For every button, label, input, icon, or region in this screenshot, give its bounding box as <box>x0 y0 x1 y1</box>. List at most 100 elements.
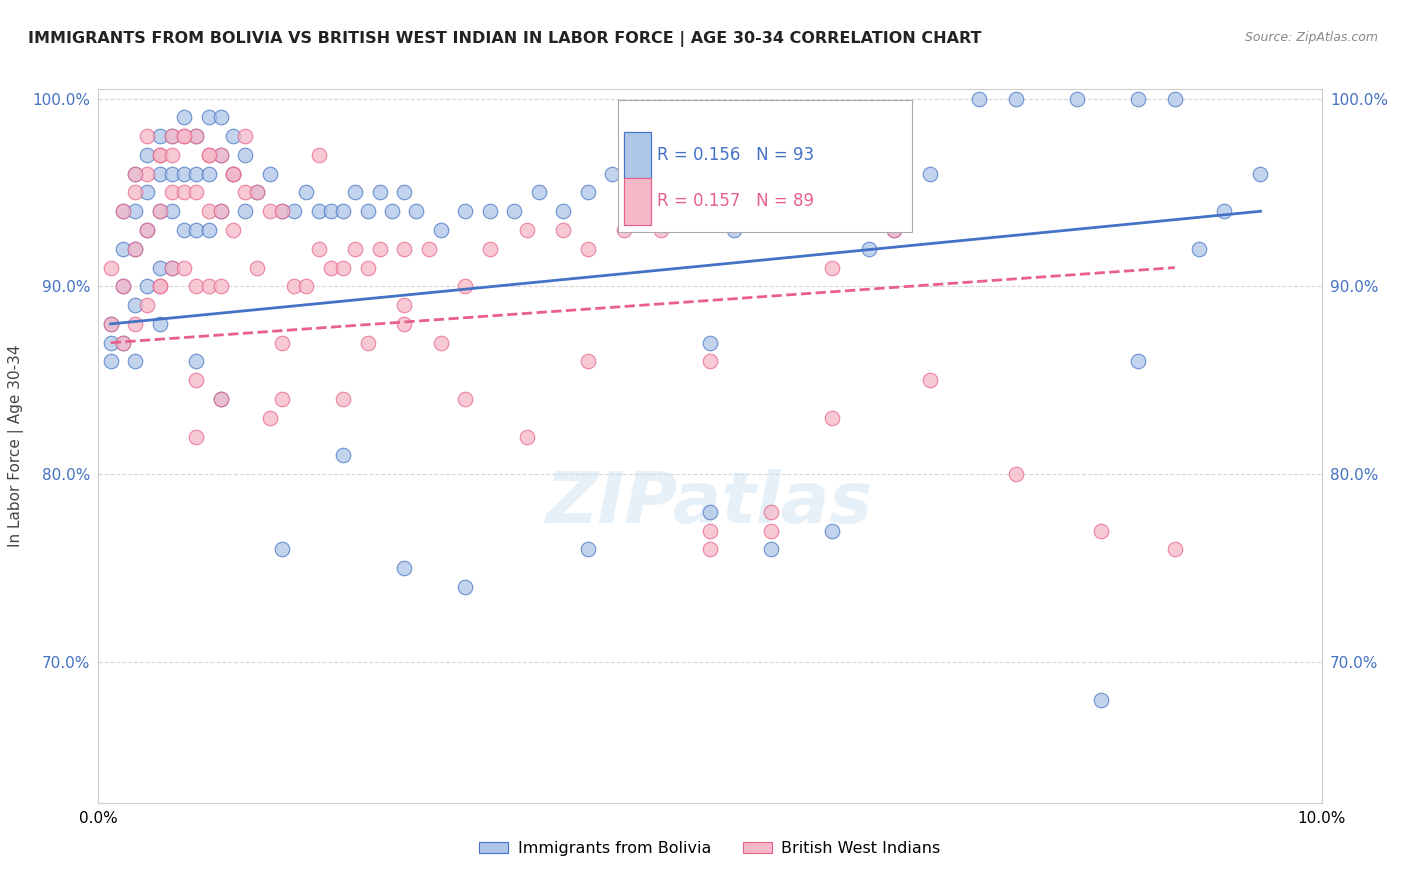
Point <box>637 204 661 219</box>
Point <box>270 392 292 406</box>
Point <box>319 260 342 275</box>
Point <box>136 186 159 200</box>
Point <box>332 392 354 406</box>
Point <box>576 354 599 368</box>
Point <box>418 242 440 256</box>
Point <box>233 204 256 219</box>
Point <box>149 204 172 219</box>
Point <box>111 335 134 350</box>
Point <box>759 524 782 538</box>
Point <box>368 242 391 256</box>
Point <box>222 167 245 181</box>
Point <box>233 129 256 144</box>
Point <box>759 167 782 181</box>
Point <box>259 167 281 181</box>
Point <box>186 186 208 200</box>
Point <box>124 298 146 312</box>
Point <box>222 223 245 237</box>
FancyBboxPatch shape <box>624 132 651 178</box>
Point <box>576 542 599 557</box>
Text: Source: ZipAtlas.com: Source: ZipAtlas.com <box>1244 31 1378 45</box>
Point <box>209 204 232 219</box>
Point <box>1212 204 1234 219</box>
Point <box>149 260 172 275</box>
Point <box>600 167 623 181</box>
Point <box>209 204 232 219</box>
Point <box>478 204 501 219</box>
Point <box>149 279 172 293</box>
Point <box>111 335 134 350</box>
Text: R = 0.157   N = 89: R = 0.157 N = 89 <box>658 193 814 211</box>
Point <box>308 242 330 256</box>
Point <box>883 223 905 237</box>
Point <box>197 204 219 219</box>
Point <box>454 204 477 219</box>
Point <box>186 129 208 144</box>
Point <box>149 167 172 181</box>
Point <box>160 129 183 144</box>
Point <box>100 317 122 331</box>
FancyBboxPatch shape <box>619 100 912 232</box>
Point <box>173 186 195 200</box>
Point <box>392 317 416 331</box>
Point <box>1164 542 1187 557</box>
Point <box>222 129 245 144</box>
Point <box>124 204 146 219</box>
Point <box>454 580 477 594</box>
Point <box>392 561 416 575</box>
Point <box>430 223 453 237</box>
Point <box>1164 92 1187 106</box>
Point <box>1128 354 1150 368</box>
Point <box>233 148 256 162</box>
Point <box>319 204 342 219</box>
Point <box>821 524 844 538</box>
Point <box>209 392 232 406</box>
Point <box>149 279 172 293</box>
Point <box>503 204 526 219</box>
Point <box>650 223 672 237</box>
Point <box>124 317 146 331</box>
Point <box>197 223 219 237</box>
Point <box>368 186 391 200</box>
Point <box>186 279 208 293</box>
Point <box>344 242 367 256</box>
Point <box>124 167 146 181</box>
Text: R = 0.156   N = 93: R = 0.156 N = 93 <box>658 146 814 164</box>
Point <box>270 542 292 557</box>
Point <box>259 204 281 219</box>
Point <box>270 204 292 219</box>
Point <box>344 186 367 200</box>
Point <box>883 223 905 237</box>
Point <box>613 223 636 237</box>
Point <box>356 204 378 219</box>
Point <box>454 392 477 406</box>
Point <box>160 148 183 162</box>
Point <box>209 148 232 162</box>
Point <box>516 429 538 443</box>
Point <box>136 167 159 181</box>
Point <box>967 92 990 106</box>
Point <box>186 354 208 368</box>
Point <box>759 505 782 519</box>
Point <box>675 111 697 125</box>
Point <box>100 335 122 350</box>
Point <box>699 335 721 350</box>
Legend: Immigrants from Bolivia, British West Indians: Immigrants from Bolivia, British West In… <box>472 835 948 863</box>
Point <box>246 260 269 275</box>
Point <box>124 167 146 181</box>
Point <box>295 279 318 293</box>
Point <box>124 242 146 256</box>
Point <box>516 223 538 237</box>
Point <box>295 186 318 200</box>
Point <box>1090 524 1112 538</box>
Point <box>1004 467 1026 482</box>
Point <box>270 335 292 350</box>
Point <box>160 186 183 200</box>
Point <box>136 298 159 312</box>
Point <box>111 204 134 219</box>
Point <box>699 524 721 538</box>
Point <box>186 373 208 387</box>
Text: ZIPatlas: ZIPatlas <box>547 468 873 538</box>
Point <box>222 167 245 181</box>
Point <box>576 186 599 200</box>
